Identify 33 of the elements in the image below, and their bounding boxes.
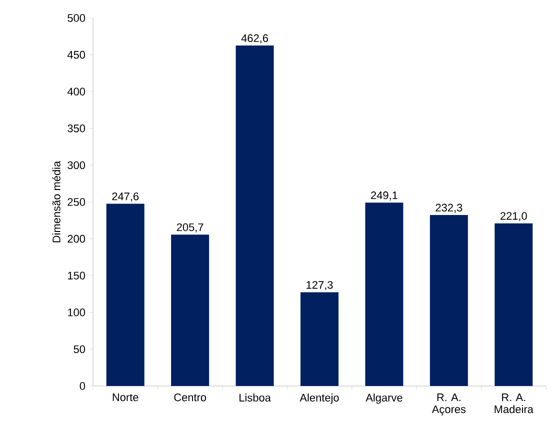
y-tick-label: 200 [68,234,86,243]
bar [236,46,274,386]
bar [106,204,144,386]
y-tick-label: 100 [68,308,86,316]
bar [430,215,468,386]
bar [171,234,210,386]
data-label: 205,7 [176,223,204,232]
data-label: 232,3 [436,204,462,213]
y-tick-label: 300 [68,161,86,170]
data-label: 462,6 [241,34,268,44]
x-tick-label: Norte [112,394,138,402]
data-label: 247,6 [112,192,139,202]
y-tick-label: 400 [67,88,86,96]
x-tick-label: R. A. Madeira [494,394,534,414]
y-tick-label: 0 [80,382,86,390]
bar [365,202,404,386]
x-tick-label: Centro [174,394,206,402]
x-tick-label: Alentejo [300,394,339,404]
y-tick-label: 450 [67,50,86,59]
y-axis-title: Dimensão média [52,160,60,242]
bar [300,292,339,386]
x-tick-label: R. A. Açores [432,394,466,416]
y-tick-label: 250 [68,198,86,206]
x-tick-label: Lisboa [240,394,271,402]
y-tick-label: 500 [68,14,86,22]
bar [494,223,533,386]
data-label: 127,3 [306,281,333,290]
y-tick-label: 350 [68,124,86,132]
data-label: 249,1 [371,191,398,200]
x-tick-label: Algarve [366,394,402,404]
y-tick-label: 50 [74,345,86,354]
y-tick-label: 150 [68,272,86,280]
data-label: 221,0 [500,212,527,222]
